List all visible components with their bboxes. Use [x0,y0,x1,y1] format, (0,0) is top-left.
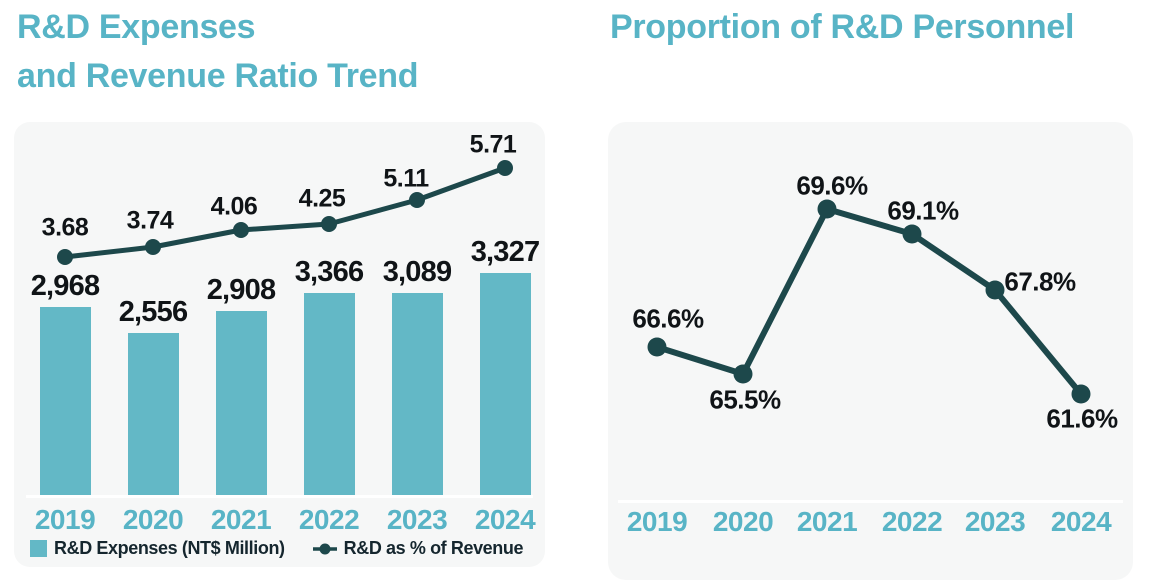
left-chart-title-line2: and Revenue Ratio Trend [17,57,419,95]
bar-2020 [127,333,179,495]
personnel-line-path [656,206,1084,396]
ratio-value-2023: 5.11 [383,164,429,193]
bar-value-2020: 2,556 [118,296,188,328]
ratio-line-point-4 [409,192,425,208]
left-x-axis-label-2021: 2021 [210,504,272,535]
left-chart-title-line1: R&D Expenses [17,8,256,46]
legend-item-expenses: R&D Expenses (NT$ Million) [30,538,285,559]
personnel-line-point-5 [1071,384,1091,404]
right-x-axis-line [618,500,1123,503]
bar-2021 [215,311,267,495]
bar-2023 [391,293,443,495]
ratio-value-2020: 3.74 [126,206,174,235]
personnel-line-point-2 [817,199,837,219]
personnel-line-point-3 [902,224,922,244]
chart-legend: R&D Expenses (NT$ Million) R&D as % of R… [30,538,523,559]
ratio-value-2024: 5.71 [469,130,517,159]
personnel-line-point-4 [985,280,1005,300]
personnel-value-2022: 69.1% [887,195,959,226]
ratio-line-point-1 [145,239,161,255]
right-x-axis-label-2023: 2023 [964,506,1026,537]
line-series-marker-icon [312,542,337,556]
personnel-value-2023: 67.8% [1004,266,1076,297]
ratio-line-path [64,165,506,260]
left-x-axis-label-2022: 2022 [298,504,360,535]
rd-expenses-chart-panel: R&D Expenses (NT$ Million) R&D as % of R… [14,122,545,567]
personnel-value-2024: 61.6% [1046,403,1118,434]
right-x-axis-label-2022: 2022 [881,506,943,537]
bar-series-swatch-icon [30,540,47,557]
personnel-line-series [647,199,1091,404]
left-x-axis-label-2023: 2023 [386,504,448,535]
legend-label-ratio: R&D as % of Revenue [343,538,524,558]
bar-value-2022: 3,366 [294,256,364,288]
ratio-line-series [57,160,513,265]
ratio-value-2019: 3.68 [41,213,89,242]
left-x-axis-label-2019: 2019 [34,504,96,535]
right-x-axis-label-2024: 2024 [1050,506,1112,537]
bar-value-2024: 3,327 [470,236,540,268]
right-x-axis-label-2021: 2021 [796,506,858,537]
right-x-axis-label-2020: 2020 [712,506,774,537]
bar-value-2021: 2,908 [206,274,276,306]
personnel-line-point-0 [647,337,667,357]
right-x-axis-label-2019: 2019 [626,506,688,537]
ratio-value-2022: 4.25 [298,184,346,213]
bar-2022 [303,293,355,495]
left-x-axis-line [26,495,533,498]
left-x-axis-label-2024: 2024 [474,504,536,535]
bar-value-2023: 3,089 [382,256,452,288]
bar-2024 [479,273,531,495]
ratio-value-2021: 4.06 [210,192,258,221]
left-x-axis-label-2020: 2020 [122,504,184,535]
legend-label-expenses: R&D Expenses (NT$ Million) [54,538,285,558]
personnel-line-point-1 [733,364,753,384]
rd-personnel-chart-panel: 66.6% 2019 65.5% 2020 69.6% 2021 69.1% 2022 67.8… [608,122,1133,580]
ratio-line-point-0 [57,249,73,265]
bar-value-2019: 2,968 [30,270,100,302]
personnel-value-2019: 66.6% [632,303,704,334]
left-chart-title: R&D Expenses and Revenue Ratio Trend [17,3,418,101]
ratio-line-point-5 [497,160,513,176]
personnel-value-2021: 69.6% [796,170,868,201]
ratio-line-point-2 [233,222,249,238]
personnel-value-2020: 65.5% [709,384,781,415]
bar-2019 [39,307,91,495]
right-chart-title: Proportion of R&D Personnel [610,8,1075,46]
legend-item-ratio: R&D as % of Revenue [312,538,524,559]
ratio-line-point-3 [321,216,337,232]
